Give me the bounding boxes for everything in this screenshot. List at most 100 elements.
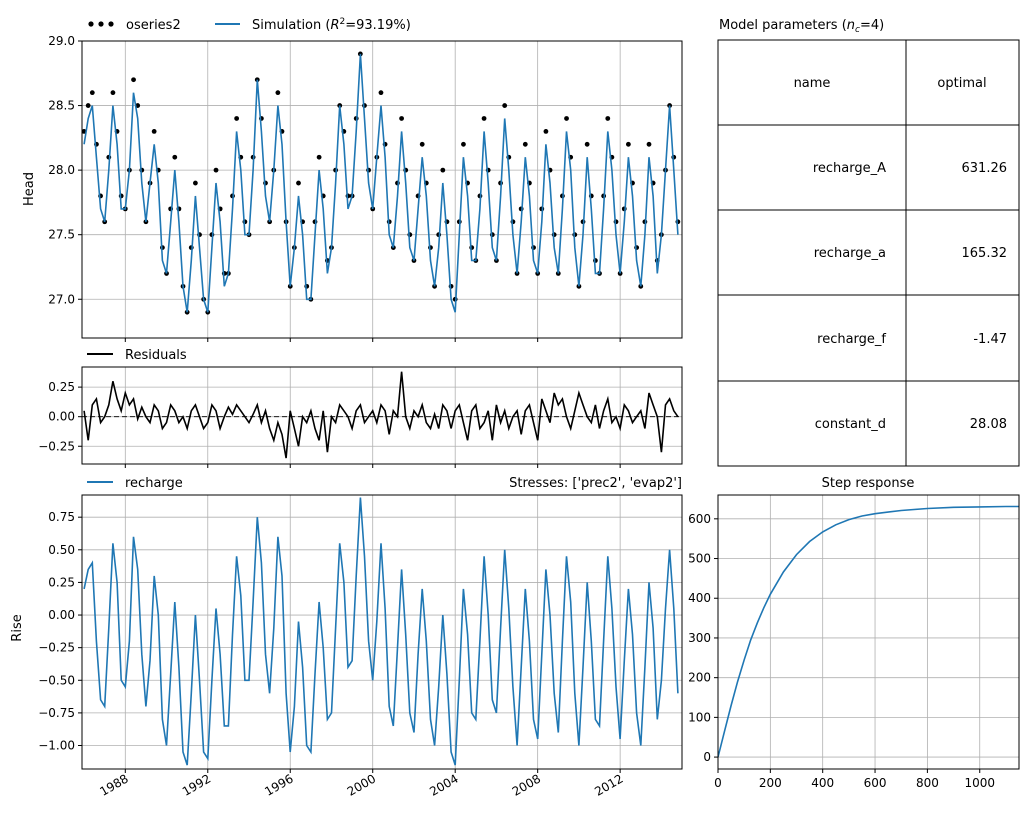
legend-obs-label: oseries2 — [126, 18, 181, 33]
recharge-line — [83, 497, 679, 766]
residuals-ytick-label: 0.25 — [48, 380, 75, 394]
head-axes-frame — [81, 40, 683, 339]
step-response-ytick-label: 500 — [688, 552, 711, 566]
observation-point — [193, 180, 198, 186]
table-cell-name: constant_d — [815, 417, 886, 432]
head-ytick-label: 28.0 — [48, 163, 75, 177]
legend-obs-dot — [108, 21, 114, 27]
legend-sim-label: Simulation (R2=93.19%) — [252, 17, 411, 33]
residuals-marks — [83, 371, 679, 459]
observation-point — [89, 90, 95, 96]
rise-ylabel: Rise — [10, 614, 25, 641]
parameters-title: Model parameters (nc=4) — [719, 18, 884, 35]
observation-point — [584, 141, 590, 147]
step-response-marks — [718, 505, 1019, 758]
step-response-line — [718, 505, 1019, 758]
step-response-panel: 0 200 400 600 800 1000 0 100 200 300 400 500 600 — [688, 494, 1020, 790]
observation-point — [461, 141, 466, 147]
table-cell-name: recharge_A — [813, 161, 886, 176]
residuals-axes-frame — [81, 366, 683, 465]
observation-point — [213, 167, 219, 173]
table-header-name: name — [794, 76, 831, 91]
observation-point — [564, 116, 569, 121]
head-marks — [82, 51, 681, 315]
head-ytick-label: 27.5 — [48, 228, 75, 242]
contribution-xtick-label: 2008 — [510, 771, 543, 798]
observation-point — [522, 141, 528, 147]
step-response-title: Step response — [822, 476, 915, 491]
table-border — [717, 39, 1020, 467]
contribution-ytick-label: −0.75 — [38, 706, 75, 720]
residuals-legend: Residuals — [87, 348, 187, 363]
step-response-ytick-label: 200 — [688, 671, 711, 685]
head-ytick-label: 29.0 — [48, 34, 75, 48]
contribution-panel: 1988 1992 1996 2000 2004 2008 2012 0.75 0.50 0.25… — [38, 494, 683, 799]
step-response-xtick-label: 0 — [714, 776, 722, 790]
observation-point — [419, 141, 425, 147]
table-cell-value: 165.32 — [962, 246, 1008, 261]
residuals-line — [83, 371, 679, 459]
observation-point — [172, 154, 178, 160]
step-response-xtick-label: 400 — [811, 776, 834, 790]
observation-point — [316, 154, 322, 160]
contribution-xtick-label: 2012 — [592, 771, 625, 798]
table-cell-value: 28.08 — [970, 417, 1007, 432]
observation-point — [625, 141, 631, 147]
contribution-xtick-label: 2000 — [345, 771, 378, 798]
residuals-panel: 0.25 0.00 −0.25 — [38, 366, 683, 468]
step-response-xtick-label: 800 — [916, 776, 939, 790]
observation-point — [151, 128, 157, 134]
head-ylabel: Head — [22, 172, 37, 206]
contribution-ytick-label: 0.75 — [48, 510, 75, 524]
table-cell-name: recharge_f — [817, 332, 886, 347]
contribution-ytick-label: 0.25 — [48, 575, 75, 589]
contribution-xtick-label: 2004 — [427, 771, 460, 798]
step-response-ytick-label: 600 — [688, 512, 711, 526]
step-response-ytick-label: 0 — [703, 750, 711, 764]
observation-point — [543, 128, 549, 134]
contribution-ytick-label: −0.50 — [38, 673, 75, 687]
observation-point — [110, 90, 116, 96]
observation-point — [481, 116, 487, 121]
observation-point — [275, 90, 281, 96]
legend-recharge-label: recharge — [125, 476, 183, 491]
step-response-ytick-label: 100 — [688, 710, 711, 724]
observation-point — [605, 116, 611, 121]
head-panel: 27.0 27.5 28.0 28.5 29.0 — [48, 34, 683, 342]
simulation-line — [83, 53, 679, 313]
contribution-ytick-label: −0.25 — [38, 641, 75, 655]
step-response-xtick-label: 200 — [759, 776, 782, 790]
head-legend: oseries2 Simulation (R2=93.19%) — [88, 17, 411, 33]
head-ytick-label: 27.0 — [48, 292, 75, 306]
observation-point — [296, 180, 301, 186]
observation-point — [646, 141, 652, 147]
contribution-marks — [83, 497, 679, 766]
observation-point — [399, 116, 404, 121]
legend-obs-dot — [98, 21, 104, 27]
contribution-xtick-label: 1992 — [180, 771, 213, 798]
head-ytick-label: 28.5 — [48, 99, 75, 113]
step-response-xtick-label: 1000 — [964, 776, 995, 790]
table-cell-value: -1.47 — [973, 332, 1007, 347]
stresses-annotation: Stresses: ['prec2', 'evap2'] — [509, 476, 682, 491]
contribution-axes-frame — [81, 494, 683, 770]
observation-point — [85, 103, 91, 108]
legend-obs-dot — [88, 21, 94, 27]
legend-residual-label: Residuals — [125, 348, 187, 363]
observation-point — [440, 167, 446, 173]
step-response-xtick-label: 600 — [864, 776, 887, 790]
plots-layer: 27.0 27.5 28.0 28.5 29.0 0.25 0.00 −0.25 1988 199… — [38, 34, 1020, 799]
table-cell-name: recharge_a — [814, 246, 886, 261]
residuals-ytick-label: 0.00 — [48, 410, 75, 424]
observation-point — [378, 90, 384, 96]
observation-point — [234, 116, 240, 121]
step-response-ytick-label: 400 — [688, 591, 711, 605]
table-header-optimal: optimal — [937, 76, 986, 91]
observation-point — [131, 77, 136, 83]
observation-point — [502, 103, 508, 108]
contribution-xtick-label: 1988 — [97, 771, 130, 798]
parameters-table: Model parameters (nc=4) name optimal rec… — [717, 18, 1020, 467]
contribution-ytick-label: 0.00 — [48, 608, 75, 622]
contribution-legend: recharge Stresses: ['prec2', 'evap2'] — [87, 476, 682, 491]
